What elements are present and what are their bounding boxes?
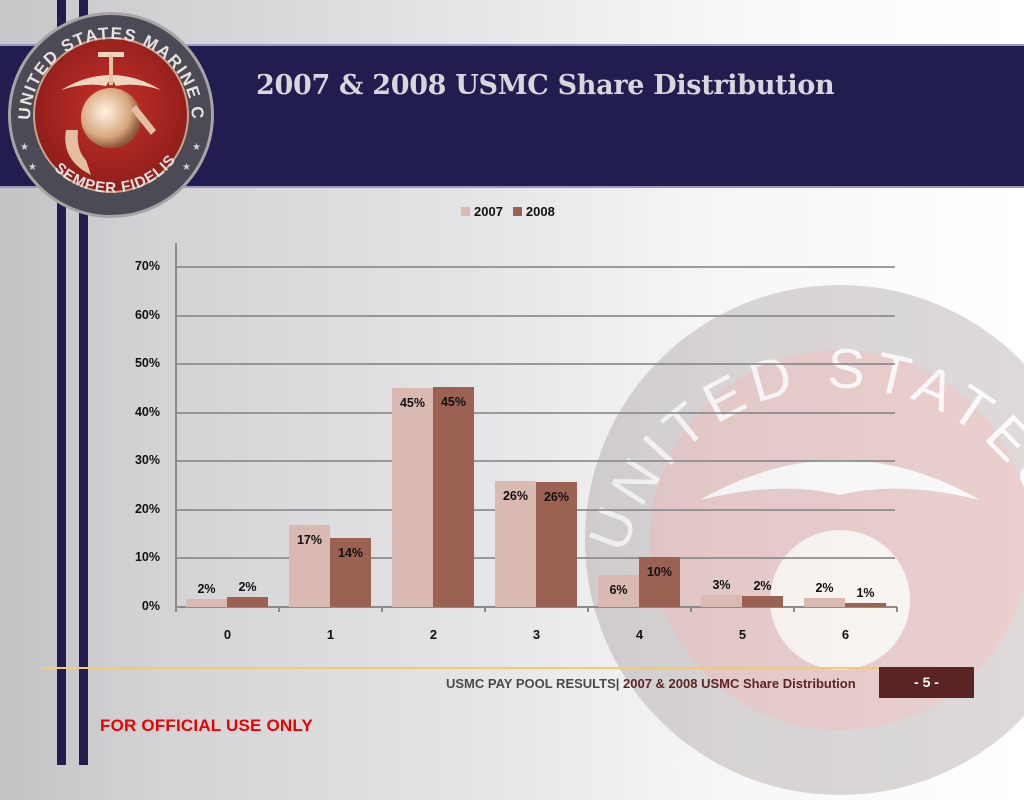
page-title: 2007 & 2008 USMC Share Distribution xyxy=(256,70,835,101)
gridline xyxy=(176,460,895,463)
y-tick-label: 50% xyxy=(134,356,160,371)
footer-separator: | xyxy=(615,676,620,691)
x-tick-label: 3 xyxy=(532,627,541,642)
x-tick-mark xyxy=(690,607,692,612)
footer-section: USMC PAY POOL RESULTS xyxy=(446,676,616,691)
y-tick-label: 40% xyxy=(134,404,160,419)
footer-divider xyxy=(41,667,974,669)
bar-value-label: 26% xyxy=(502,488,529,503)
bar-value-label: 2% xyxy=(238,580,257,595)
y-tick-label: 20% xyxy=(134,501,160,516)
bar-2007-cat-2 xyxy=(392,388,433,607)
x-tick-mark xyxy=(587,607,589,612)
bar-2008-cat-5 xyxy=(742,596,783,607)
x-axis xyxy=(176,606,897,608)
bar-value-label: 14% xyxy=(337,546,364,561)
svg-text:★: ★ xyxy=(182,162,191,173)
x-tick-mark xyxy=(793,607,795,612)
x-tick-mark xyxy=(175,607,177,612)
bar-2008-cat-6 xyxy=(845,603,886,607)
bar-value-label: 10% xyxy=(646,565,673,580)
bar-value-label: 2% xyxy=(815,581,834,596)
bar-value-label: 45% xyxy=(440,395,467,410)
bar-2007-cat-1 xyxy=(289,525,330,607)
legend-label: 2007 xyxy=(474,204,503,219)
svg-text:★: ★ xyxy=(20,142,29,153)
y-tick-label: 70% xyxy=(134,259,160,273)
footer-subtitle: 2007 & 2008 USMC Share Distribution xyxy=(619,676,856,691)
gridline xyxy=(176,363,895,366)
legend-swatch-2007 xyxy=(461,207,470,216)
x-tick-label: 4 xyxy=(635,627,644,642)
x-tick-label: 6 xyxy=(841,627,850,642)
bar-value-label: 1% xyxy=(856,586,875,601)
classification-label: FOR OFFICIAL USE ONLY xyxy=(100,716,313,735)
bar-chart: 0% 10% 20% 30% 40% 50% 60% 70% 0 2% 2% 1 17% 14% 2 45% 4… xyxy=(134,243,898,642)
bar-2007-cat-4 xyxy=(598,575,639,607)
legend-item-2008: 2008 xyxy=(512,204,555,219)
bar-value-label: 17% xyxy=(296,533,323,548)
page-number-badge: - 5 - xyxy=(879,667,974,698)
bar-2008-cat-1 xyxy=(330,538,371,607)
x-tick-label: 2 xyxy=(429,627,438,642)
svg-text:★: ★ xyxy=(28,162,37,173)
y-tick-label: 60% xyxy=(134,307,160,322)
left-stripe-1 xyxy=(57,0,66,765)
y-tick-label: 30% xyxy=(134,453,160,468)
legend-label: 2008 xyxy=(525,204,555,219)
bar-value-label: 2% xyxy=(753,579,772,594)
x-tick-mark xyxy=(381,607,383,612)
x-tick-label: 5 xyxy=(738,627,747,642)
bar-2008-cat-2 xyxy=(433,387,474,607)
bar-2007-cat-5 xyxy=(701,594,742,607)
bar-2008-cat-0 xyxy=(227,597,268,607)
legend-swatch-2008 xyxy=(512,207,522,216)
bar-value-label: 6% xyxy=(609,583,628,598)
bar-2007-cat-0 xyxy=(186,599,227,607)
bar-2008-cat-4 xyxy=(639,557,680,607)
x-tick-mark xyxy=(484,607,486,612)
y-axis xyxy=(175,243,177,609)
y-tick-label: 0% xyxy=(141,599,160,613)
svg-text:★: ★ xyxy=(192,142,201,153)
chart-legend: 2007 2008 xyxy=(461,204,555,219)
bar-value-label: 2% xyxy=(197,582,216,597)
bar-value-label: 45% xyxy=(399,396,426,411)
x-tick-mark xyxy=(896,607,898,612)
y-tick-label: 10% xyxy=(134,550,160,565)
x-tick-label: 0 xyxy=(223,627,232,642)
gridline xyxy=(176,266,895,268)
x-tick-label: 1 xyxy=(326,627,335,642)
gridline xyxy=(176,314,895,317)
bar-value-label: 3% xyxy=(712,577,731,592)
bar-2008-cat-3 xyxy=(536,481,577,607)
x-tick-mark xyxy=(278,607,280,612)
usmc-seal-icon: UNITED STATES MARINE CORPS SEMPER FIDELI… xyxy=(6,10,214,218)
bar-2007-cat-3 xyxy=(495,480,536,607)
legend-item-2007: 2007 xyxy=(461,204,503,219)
gridline xyxy=(176,411,895,414)
bar-2007-cat-6 xyxy=(804,598,845,607)
left-stripe-2 xyxy=(79,0,88,765)
footer-caption: USMC PAY POOL RESULTS| 2007 & 2008 USMC … xyxy=(446,676,856,691)
bar-value-label: 26% xyxy=(543,489,570,504)
